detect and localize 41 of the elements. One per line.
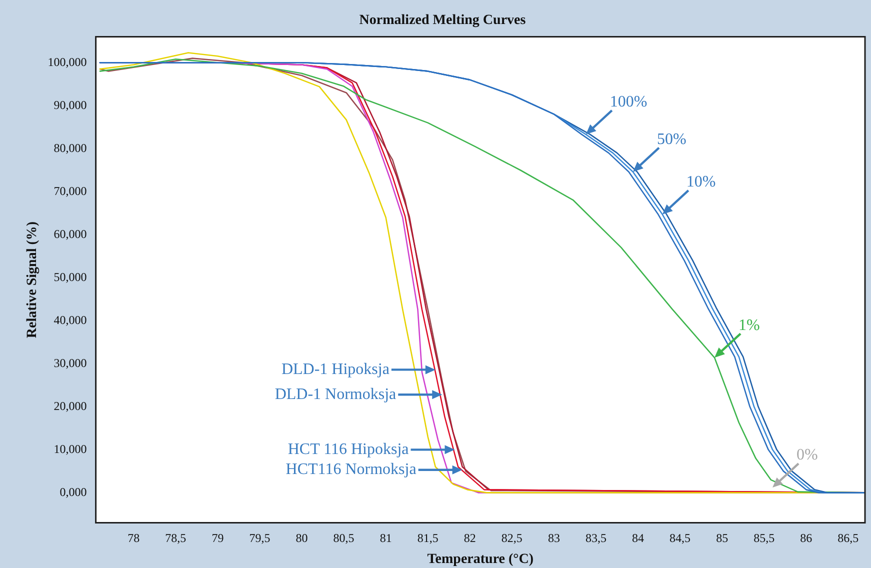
annotation: DLD-1 Normoksja [274, 386, 396, 403]
x-tick-label: 79 [212, 531, 224, 546]
annotation: DLD-1 Hipoksja [281, 360, 390, 378]
x-tick-label: 81 [380, 531, 392, 546]
y-tick-label: 10,000 [54, 442, 87, 456]
x-tick-label: 85,5 [754, 531, 775, 546]
y-tick-label: 60,000 [54, 226, 87, 241]
annotation: 1% [738, 316, 760, 334]
x-tick-label: 78,5 [165, 531, 186, 546]
x-tick-label: 82 [464, 531, 476, 546]
annotation: 0% [796, 446, 818, 464]
y-tick-label: 20,000 [54, 398, 87, 413]
x-tick-label: 86 [800, 531, 812, 546]
chart-title: Normalized Melting Curves [359, 13, 526, 28]
y-axis-title: Relative Signal (%) [25, 221, 40, 338]
x-tick-label: 81,5 [417, 531, 438, 546]
x-tick-label: 85 [716, 531, 728, 546]
y-tick-label: 90,000 [54, 98, 87, 112]
x-tick-label: 84 [632, 531, 644, 546]
annotation: 10% [686, 174, 716, 191]
y-tick-label: 30,000 [54, 356, 87, 370]
x-tick-label: 80 [296, 531, 308, 546]
annotation: HCT116 Normoksja [286, 461, 416, 478]
y-tick-label: 50,000 [54, 270, 87, 284]
x-tick-label: 80,5 [333, 531, 354, 546]
x-tick-label: 78 [128, 531, 140, 546]
x-tick-label: 86,5 [838, 531, 859, 546]
x-tick-label: 83 [548, 531, 560, 546]
x-tick-label: 82,5 [501, 531, 522, 546]
annotation: 50% [656, 131, 686, 148]
x-tick-label: 83,5 [585, 531, 606, 546]
annotation: HCT 116 Hipoksja [288, 440, 409, 458]
y-tick-label: 0,000 [60, 484, 87, 499]
y-tick-label: 70,000 [54, 184, 87, 198]
x-tick-label: 79,5 [249, 531, 270, 546]
x-axis-title: Temperature (°C) [427, 552, 534, 568]
y-tick-label: 80,000 [54, 140, 87, 155]
annotation: 100% [610, 94, 648, 111]
y-tick-label: 100,000 [48, 54, 87, 69]
y-tick-label: 40,000 [54, 312, 87, 327]
x-tick-label: 84,5 [670, 531, 691, 546]
